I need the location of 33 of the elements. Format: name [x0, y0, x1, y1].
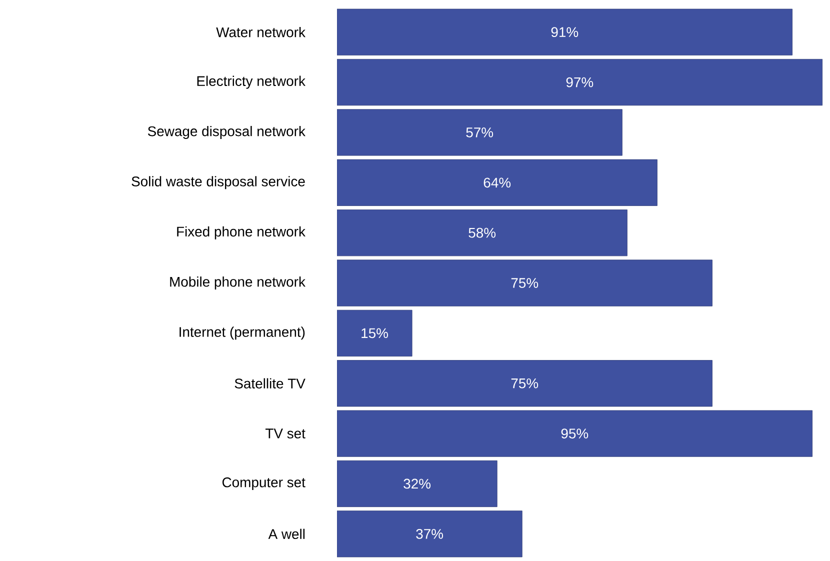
bar — [337, 410, 812, 457]
data-label: 37% — [416, 528, 444, 539]
y-tick-label: Internet (permanent) — [180, 326, 305, 340]
y-tick-label: Fixed phone network — [177, 226, 306, 240]
data-label: 57% — [466, 128, 494, 138]
bar — [337, 109, 622, 156]
data-label: 32% — [404, 478, 431, 489]
data-label: 75% — [511, 378, 538, 388]
y-tick-label: Water network — [216, 26, 306, 38]
y-tick-label: Sewage disposal network — [148, 126, 306, 139]
bar — [337, 510, 522, 558]
data-label: 91% — [551, 27, 578, 38]
y-tick-label: Solid waste disposal service — [132, 176, 305, 190]
data-label: 64% — [484, 178, 511, 188]
data-label: 97% — [566, 77, 594, 88]
bar — [337, 260, 712, 306]
y-tick-label: Electricty network — [197, 76, 306, 89]
bar — [337, 460, 498, 508]
y-tick-label: Computer set — [222, 477, 306, 490]
data-label: 58% — [468, 228, 496, 238]
y-tick-label: A well — [268, 528, 305, 540]
y-tick-label: Mobile phone network — [170, 276, 306, 290]
bar — [337, 58, 823, 106]
bar — [337, 210, 628, 256]
bar — [337, 360, 712, 407]
data-label: 75% — [511, 278, 538, 288]
bar — [337, 9, 792, 56]
data-label: 15% — [362, 328, 388, 338]
data-label: 95% — [561, 428, 588, 438]
bar — [337, 310, 412, 356]
bar — [337, 159, 658, 206]
y-tick-label: Satellite TV — [234, 378, 306, 388]
y-tick-label: TV set — [265, 428, 306, 438]
